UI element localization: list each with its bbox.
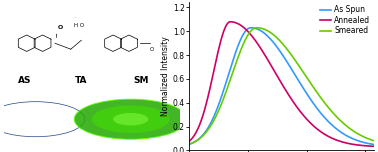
Annealed: [187, 140, 191, 142]
Smeared: [254, 27, 259, 29]
As Spun: [191, 142, 195, 143]
As Spun: [195, 139, 200, 141]
Smeared: [187, 143, 191, 145]
Annealed: [284, 90, 288, 92]
As Spun: [372, 144, 376, 145]
Annealed: [191, 136, 195, 138]
Smeared: [263, 29, 267, 30]
As Spun: [263, 33, 267, 35]
Line: Smeared: Smeared: [189, 28, 374, 144]
Line: Annealed: Annealed: [189, 22, 374, 146]
As Spun: [256, 28, 260, 30]
Text: H O: H O: [74, 23, 84, 28]
Annealed: [263, 54, 267, 56]
Annealed: [191, 137, 195, 139]
Smeared: [195, 139, 200, 141]
Text: TA: TA: [75, 76, 88, 85]
Smeared: [191, 142, 195, 143]
Text: .: .: [74, 15, 76, 19]
Text: O: O: [57, 25, 63, 30]
Smeared: [372, 140, 376, 142]
As Spun: [187, 143, 191, 145]
Smeared: [256, 27, 260, 29]
Text: AS: AS: [18, 76, 32, 85]
Annealed: [372, 145, 376, 147]
Annealed: [256, 43, 260, 45]
As Spun: [249, 27, 253, 29]
Smeared: [284, 47, 288, 49]
Y-axis label: Normalized Intensity: Normalized Intensity: [161, 36, 170, 116]
As Spun: [191, 142, 195, 144]
Legend: As Spun, Annealed, Smeared: As Spun, Annealed, Smeared: [320, 5, 370, 35]
Smeared: [191, 142, 195, 144]
Text: O: O: [150, 47, 154, 52]
Annealed: [228, 21, 232, 23]
Text: SM: SM: [133, 76, 149, 85]
As Spun: [284, 59, 288, 61]
Line: As Spun: As Spun: [189, 28, 374, 145]
Annealed: [195, 129, 200, 131]
